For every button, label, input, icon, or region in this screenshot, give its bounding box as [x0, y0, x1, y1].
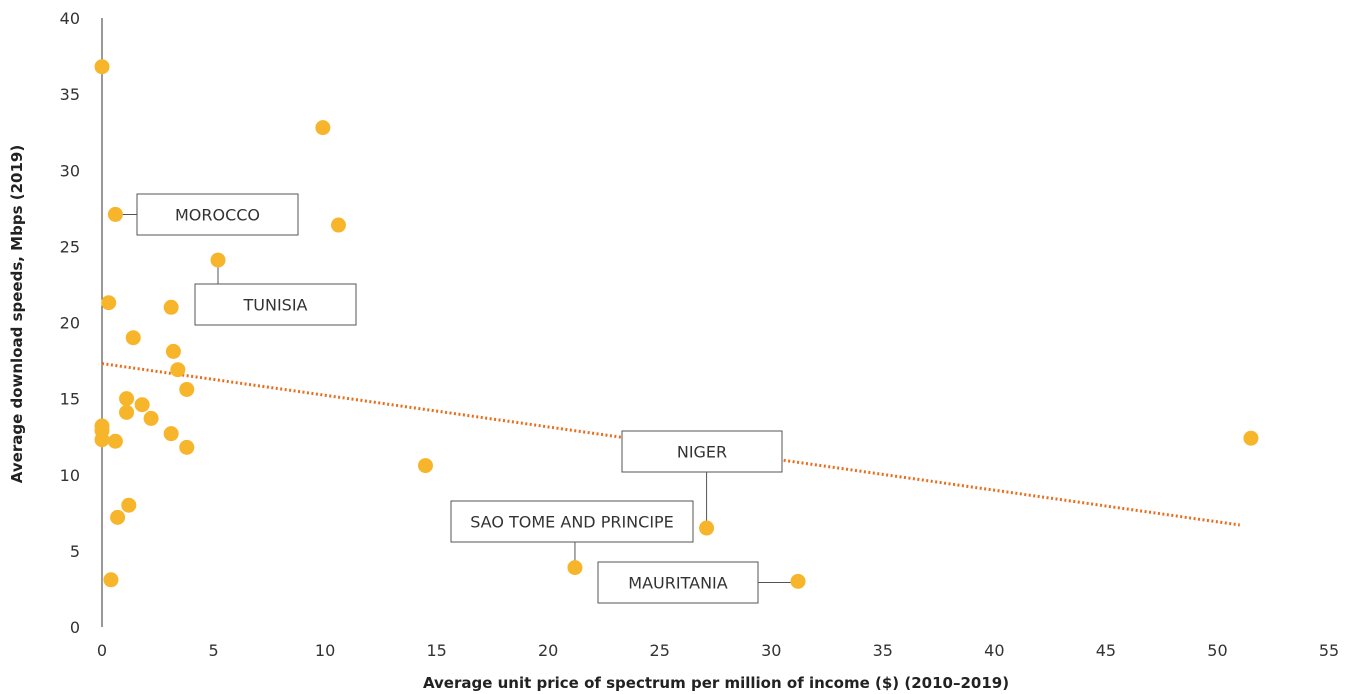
x-tick-label: 30 [761, 641, 781, 660]
callout-box [597, 561, 759, 604]
x-tick-label: 35 [873, 641, 893, 660]
y-tick-label: 40 [60, 9, 80, 28]
x-tick-label: 10 [315, 641, 335, 660]
data-point [417, 458, 433, 474]
data-point [330, 217, 346, 233]
callout-box [450, 500, 694, 543]
data-point [315, 120, 331, 136]
data-point [94, 432, 110, 448]
y-axis-ticks: 0 5 10 15 20 25 30 35 40 [60, 9, 80, 637]
x-tick-label: 15 [426, 641, 446, 660]
data-point [165, 343, 181, 359]
data-point [210, 252, 226, 268]
data-point [107, 433, 123, 449]
y-tick-label: 20 [60, 314, 80, 333]
data-point [119, 404, 135, 420]
callout-label: TUNISIA [243, 296, 308, 315]
y-tick-label: 15 [60, 390, 80, 409]
data-point [110, 509, 126, 525]
y-tick-label: 10 [60, 466, 80, 485]
data-point [94, 59, 110, 75]
callout-box [621, 430, 783, 473]
data-point [790, 573, 806, 589]
x-tick-label: 25 [650, 641, 670, 660]
data-point [143, 410, 159, 426]
data-points [94, 59, 1259, 589]
x-tick-label: 50 [1207, 641, 1227, 660]
callout-labels: MOROCCO TUNISIA NIGER SAO TOME AND PRINCIPE… [136, 193, 783, 604]
data-point [119, 391, 135, 407]
data-point [163, 426, 179, 442]
x-axis-ticks: 0 5 10 15 20 25 30 35 40 45 50 55 [97, 641, 1339, 660]
data-point [170, 362, 186, 378]
callout-box [194, 283, 357, 326]
data-point [567, 560, 583, 576]
x-tick-label: 55 [1319, 641, 1339, 660]
callout-label: MOROCCO [175, 206, 260, 225]
data-point [134, 397, 150, 413]
y-axis-title: Average download speeds, Mbps (2019) [8, 145, 26, 483]
data-point [101, 295, 117, 311]
data-point [125, 330, 141, 346]
data-point [121, 497, 137, 513]
callout-label: MAURITANIA [628, 574, 727, 593]
y-tick-label: 25 [60, 237, 80, 256]
x-tick-label: 40 [984, 641, 1004, 660]
data-point [1243, 430, 1259, 446]
x-tick-label: 0 [97, 641, 107, 660]
callout-box [136, 193, 299, 236]
callout-label: SAO TOME AND PRINCIPE [470, 513, 674, 532]
x-tick-label: 20 [538, 641, 558, 660]
x-tick-label: 45 [1096, 641, 1116, 660]
data-point [179, 439, 195, 455]
data-point [699, 520, 715, 536]
y-tick-label: 0 [70, 618, 80, 637]
data-point [179, 381, 195, 397]
x-axis-title: Average unit price of spectrum per milli… [423, 674, 1009, 692]
y-tick-label: 5 [70, 542, 80, 561]
x-tick-label: 5 [208, 641, 218, 660]
data-point [163, 299, 179, 315]
callout-label: NIGER [677, 443, 727, 462]
y-tick-label: 35 [60, 85, 80, 104]
data-point [107, 206, 123, 222]
callout-connectors [115, 214, 799, 583]
y-tick-label: 30 [60, 161, 80, 180]
data-point [103, 572, 119, 588]
